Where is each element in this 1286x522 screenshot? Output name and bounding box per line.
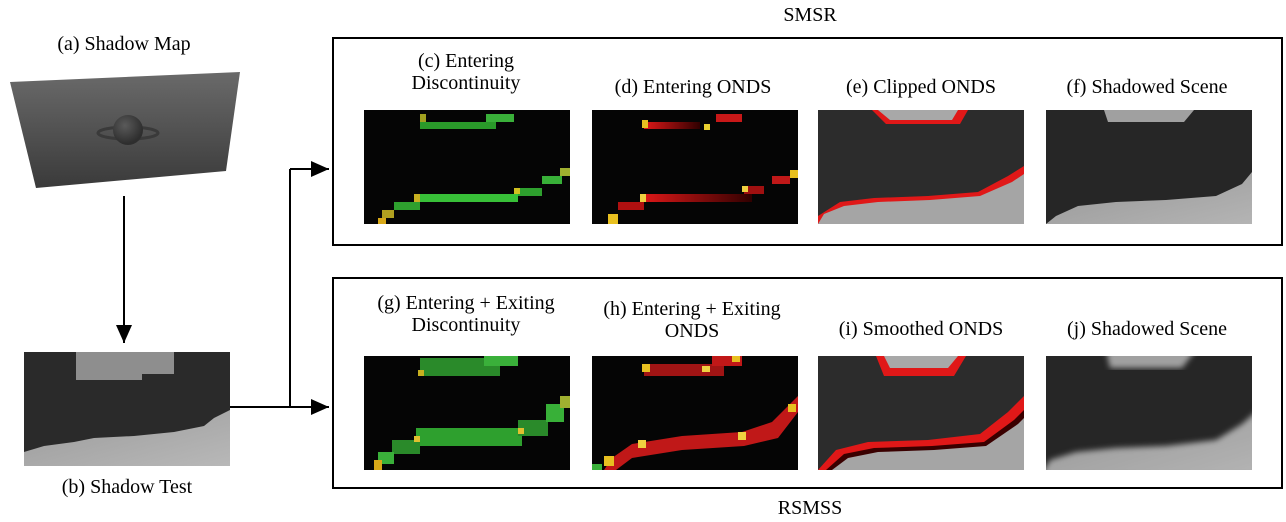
panel-h-image bbox=[592, 356, 798, 470]
rsmss-title: RSMSS bbox=[777, 497, 843, 519]
panel-f-label: (f) Shadowed Scene bbox=[1066, 76, 1228, 98]
smsr-panel bbox=[332, 37, 1283, 246]
panel-f-image bbox=[1046, 110, 1252, 224]
panel-c-label: (c) Entering Discontinuity bbox=[411, 50, 521, 94]
panel-g-image bbox=[364, 356, 570, 470]
panel-i-image bbox=[818, 356, 1024, 470]
panel-d-label: (d) Entering ONDS bbox=[614, 76, 772, 98]
panel-i-label: (i) Smoothed ONDS bbox=[838, 318, 1004, 340]
panel-e-image bbox=[818, 110, 1024, 224]
smsr-title: SMSR bbox=[783, 4, 837, 26]
panel-d-image bbox=[592, 110, 798, 224]
shadow-test-label: (b) Shadow Test bbox=[61, 476, 193, 498]
panel-h-label: (h) Entering + Exiting ONDS bbox=[603, 298, 781, 342]
panel-g-label: (g) Entering + Exiting Discontinuity bbox=[377, 292, 555, 336]
shadow-test-image bbox=[24, 352, 230, 466]
shadow-map-label: (a) Shadow Map bbox=[57, 33, 191, 55]
panel-c-image bbox=[364, 110, 570, 224]
panel-j-image bbox=[1046, 356, 1252, 470]
panel-j-label: (j) Shadowed Scene bbox=[1067, 318, 1227, 340]
rsmss-panel bbox=[332, 277, 1283, 489]
panel-e-label: (e) Clipped ONDS bbox=[846, 76, 996, 98]
